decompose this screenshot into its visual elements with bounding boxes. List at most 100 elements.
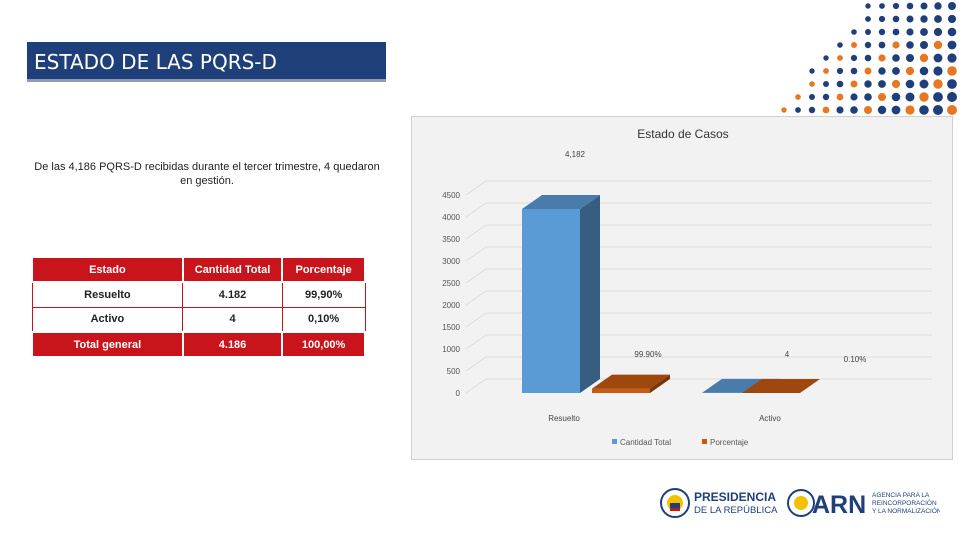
- decorative-dot: [851, 29, 857, 35]
- decorative-dot: [933, 66, 943, 76]
- y-tick-label: 2000: [442, 301, 460, 310]
- status-table: Estado Cantidad Total Porcentaje Resuelt…: [31, 256, 366, 358]
- decorative-dot: [920, 41, 928, 49]
- legend-entry: Porcentaje: [702, 438, 749, 447]
- decorative-dot: [919, 79, 929, 89]
- table-cell: Resuelto: [31, 281, 184, 308]
- decorative-dot: [919, 92, 929, 102]
- decorative-dot: [865, 16, 871, 22]
- decorative-dot: [947, 27, 957, 37]
- table-row: Activo 4 0,10%: [31, 306, 366, 333]
- decorative-dot: [933, 105, 943, 115]
- decorative-dot: [850, 93, 858, 101]
- arn-logo: ARN AGENCIA PARA LA REINCORPORACIÓN Y LA…: [787, 489, 940, 519]
- decorative-dot: [920, 28, 928, 36]
- y-tick-label: 2500: [442, 279, 460, 288]
- decorative-dot: [919, 105, 929, 115]
- table-header-row: Estado Cantidad Total Porcentaje: [31, 256, 366, 283]
- decorative-dot: [947, 92, 957, 102]
- decorative-dot: [822, 93, 830, 101]
- decorative-dot: [933, 27, 943, 37]
- decorative-dot: [933, 92, 943, 102]
- decorative-dot: [906, 2, 914, 10]
- arn-mark: ARN: [812, 491, 866, 519]
- decorative-dot: [822, 106, 830, 114]
- decorative-dot: [865, 29, 871, 35]
- decorative-dot: [920, 15, 928, 23]
- decorative-dot: [823, 68, 829, 74]
- decorative-dot: [878, 93, 886, 101]
- decorative-dot: [906, 54, 914, 62]
- bar-cantidad-resuelto: [522, 194, 600, 393]
- decorative-dot: [864, 80, 872, 88]
- decorative-dot: [906, 28, 914, 36]
- gridline-depth: [465, 224, 487, 240]
- table-header-cell: Cantidad Total: [181, 256, 284, 283]
- decorative-dot: [850, 67, 858, 75]
- decorative-dot: [891, 79, 901, 89]
- decorative-dot: [905, 105, 915, 115]
- presidencia-logo: PRESIDENCIA DE LA REPÚBLICA: [660, 488, 778, 518]
- table-header-cell: Porcentaje: [281, 256, 366, 283]
- decorative-dot: [947, 66, 957, 76]
- decorative-dot: [795, 94, 801, 100]
- gridline-depth: [465, 268, 487, 284]
- decorative-dot: [892, 67, 900, 75]
- presidencia-line1: PRESIDENCIA: [694, 490, 776, 504]
- decorative-dot: [809, 81, 815, 87]
- decorative-dot: [878, 54, 886, 62]
- y-tick-label: 1000: [442, 345, 460, 354]
- arn-line3: Y LA NORMALIZACIÓN: [872, 506, 940, 515]
- decorative-dot: [850, 106, 858, 114]
- decorative-dot: [864, 106, 872, 114]
- decorative-dot: [878, 80, 886, 88]
- decorative-dot: [934, 15, 942, 23]
- decorative-dot: [933, 53, 943, 63]
- decorative-dot: [933, 40, 943, 50]
- decorative-dot: [947, 105, 957, 115]
- gridline-depth: [465, 180, 487, 196]
- decorative-dot: [864, 54, 872, 62]
- y-tick-label: 500: [447, 367, 461, 376]
- y-tick-label: 1500: [442, 323, 460, 332]
- bar-porcentaje-resuelto: [592, 374, 670, 393]
- decorative-dot: [836, 67, 844, 75]
- decorative-dot: [891, 105, 901, 115]
- decorative-dot: [795, 107, 801, 113]
- gridline-depth: [465, 356, 487, 372]
- table-cell: 4: [182, 306, 283, 333]
- table-row: Resuelto 4.182 99,90%: [31, 281, 366, 308]
- decorative-dot: [891, 92, 901, 102]
- decorative-dot: [947, 40, 957, 50]
- table-total-row: Total general 4.186 100,00%: [31, 331, 366, 358]
- decorative-dot: [933, 79, 943, 89]
- decorative-dot: [878, 41, 886, 49]
- decorative-dot: [836, 80, 844, 88]
- chart-title: Estado de Casos: [637, 127, 728, 141]
- decorative-dot: [947, 79, 957, 89]
- decorative-dot: [837, 55, 843, 61]
- decorative-dot: [850, 80, 858, 88]
- data-label: 4,182: [565, 150, 586, 159]
- y-tick-label: 0: [456, 389, 461, 398]
- legend-entry: Cantidad Total: [612, 438, 671, 447]
- gridline-depth: [465, 246, 487, 262]
- decorative-dot: [948, 2, 956, 10]
- decorative-dot: [934, 2, 942, 10]
- decorative-dot: [905, 66, 915, 76]
- decorative-dot: [892, 54, 900, 62]
- y-tick-label: 4500: [442, 191, 460, 200]
- table-header-cell: Estado: [31, 256, 184, 283]
- y-tick-label: 3500: [442, 235, 460, 244]
- arn-line1: AGENCIA PARA LA: [872, 492, 930, 499]
- y-tick-label: 3000: [442, 257, 460, 266]
- decorative-dot: [892, 41, 900, 49]
- gridline-depth: [465, 378, 487, 394]
- decorative-dot: [905, 92, 915, 102]
- page-title: ESTADO DE LAS PQRS-D: [27, 42, 386, 82]
- summary-text: De las 4,186 PQRS-D recibidas durante el…: [34, 161, 380, 187]
- bar-chart: Estado de Casos 0 500 1000 1500 2000 2500 3000 3…: [442, 127, 932, 447]
- decorative-dot: [781, 107, 787, 113]
- decorative-dot: [850, 54, 858, 62]
- decorative-dot: [823, 81, 829, 87]
